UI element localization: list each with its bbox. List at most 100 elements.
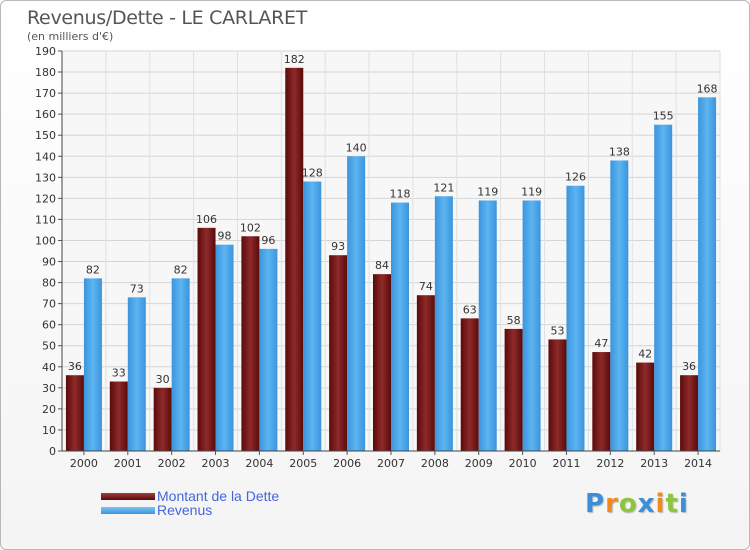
bar-dette-2005 xyxy=(285,67,304,451)
y-tick-label: 20 xyxy=(42,403,56,416)
bar-dette-2000 xyxy=(65,375,84,451)
data-label-dette-2013: 42 xyxy=(638,348,652,361)
x-tick-label: 2008 xyxy=(421,457,449,470)
bar-dette-2014 xyxy=(680,375,699,451)
y-tick-label: 180 xyxy=(35,66,56,79)
data-label-revenus-2001: 73 xyxy=(130,282,144,295)
bar-dette-2002 xyxy=(153,387,172,451)
bar-revenus-2004 xyxy=(259,248,278,451)
logo-letter: i xyxy=(655,489,666,519)
bar-dette-2007 xyxy=(373,274,391,451)
x-tick-label: 2006 xyxy=(333,457,361,470)
bar-revenus-2012 xyxy=(610,160,629,451)
x-tick-label: 2012 xyxy=(596,457,624,470)
y-tick-label: 130 xyxy=(35,171,56,184)
data-label-revenus-2005: 128 xyxy=(302,167,323,180)
data-label-dette-2006: 93 xyxy=(331,240,345,253)
logo-letter: x xyxy=(637,489,656,519)
data-label-dette-2001: 33 xyxy=(112,367,126,380)
data-label-dette-2009: 63 xyxy=(463,303,477,316)
data-label-dette-2008: 74 xyxy=(419,280,433,293)
bar-revenus-2009 xyxy=(478,200,497,451)
bar-dette-2001 xyxy=(109,381,128,451)
legend-item-dette: Montant de la Dette xyxy=(101,488,279,504)
data-label-dette-2012: 47 xyxy=(594,337,608,350)
y-tick-label: 60 xyxy=(42,319,56,332)
x-tick-label: 2013 xyxy=(640,457,668,470)
bar-revenus-2006 xyxy=(347,156,366,451)
bar-revenus-2011 xyxy=(566,185,585,451)
bar-revenus-2013 xyxy=(654,124,673,452)
bars-layer xyxy=(65,67,717,452)
y-tick-label: 40 xyxy=(42,361,56,374)
y-tick-label: 90 xyxy=(42,256,56,269)
data-label-revenus-2006: 140 xyxy=(346,141,367,154)
legend-swatch-revenus xyxy=(101,506,155,514)
y-tick-label: 120 xyxy=(35,192,56,205)
legend-swatch-dette xyxy=(101,492,155,500)
y-tick-label: 170 xyxy=(35,87,56,100)
data-label-dette-2000: 36 xyxy=(68,360,82,373)
y-tick-label: 190 xyxy=(35,45,56,58)
y-tick-label: 50 xyxy=(42,340,56,353)
y-tick-label: 30 xyxy=(42,382,56,395)
bar-revenus-2000 xyxy=(83,278,102,451)
bar-revenus-2008 xyxy=(434,196,453,451)
data-label-revenus-2011: 126 xyxy=(565,171,586,184)
y-tick-label: 80 xyxy=(42,277,56,290)
legend-item-revenus: Revenus xyxy=(101,502,212,518)
data-label-revenus-2014: 168 xyxy=(697,82,718,95)
y-tick-label: 10 xyxy=(42,424,56,437)
logo-letter: o xyxy=(618,489,638,519)
bar-revenus-2002 xyxy=(171,278,190,451)
data-label-revenus-2000: 82 xyxy=(86,263,100,276)
data-label-revenus-2003: 98 xyxy=(218,230,232,243)
data-label-dette-2014: 36 xyxy=(682,360,696,373)
bar-dette-2012 xyxy=(592,352,611,451)
x-tick-label: 2014 xyxy=(684,457,712,470)
bar-dette-2003 xyxy=(197,227,216,451)
x-tick-label: 2005 xyxy=(289,457,317,470)
bar-dette-2013 xyxy=(636,362,655,451)
bar-revenus-2014 xyxy=(698,97,717,451)
y-tick-label: 110 xyxy=(35,213,56,226)
data-label-revenus-2002: 82 xyxy=(174,263,188,276)
bar-dette-2004 xyxy=(241,236,260,451)
data-label-dette-2002: 30 xyxy=(156,373,170,386)
legend-label-revenus: Revenus xyxy=(157,502,213,518)
data-label-dette-2010: 58 xyxy=(507,314,521,327)
x-tick-label: 2003 xyxy=(202,457,230,470)
x-tick-label: 2000 xyxy=(70,457,98,470)
bar-dette-2009 xyxy=(460,318,479,451)
data-label-dette-2005: 182 xyxy=(284,53,305,66)
y-tick-label: 0 xyxy=(49,445,56,458)
data-label-revenus-2013: 155 xyxy=(653,110,674,123)
bar-revenus-2007 xyxy=(391,202,409,451)
x-tick-label: 2004 xyxy=(245,457,273,470)
y-tick-label: 160 xyxy=(35,108,56,121)
data-label-revenus-2008: 121 xyxy=(433,181,454,194)
x-tick-label: 2002 xyxy=(158,457,186,470)
axis-layer: 0 10 20 30 40 50 60 70 80 90 100 110 120 130 140 150 160… xyxy=(35,45,720,470)
proxiti-logo: Proxiti xyxy=(585,489,689,519)
data-label-dette-2003: 106 xyxy=(196,213,217,226)
data-label-revenus-2012: 138 xyxy=(609,145,630,158)
x-tick-label: 2010 xyxy=(509,457,537,470)
logo-letter: t xyxy=(665,489,679,519)
data-label-revenus-2004: 96 xyxy=(261,234,275,247)
chart-title: Revenus/Dette - LE CARLARET xyxy=(27,7,308,29)
y-tick-label: 150 xyxy=(35,129,56,142)
logo-letter: P xyxy=(585,489,606,519)
bar-revenus-2003 xyxy=(215,244,234,451)
x-tick-label: 2001 xyxy=(114,457,142,470)
data-label-revenus-2007: 118 xyxy=(390,188,411,201)
bar-revenus-2010 xyxy=(522,200,541,451)
legend-label-dette: Montant de la Dette xyxy=(157,488,280,504)
chart-subtitle: (en milliers d'€) xyxy=(27,30,114,43)
bar-dette-2011 xyxy=(548,339,567,451)
x-tick-label: 2011 xyxy=(552,457,580,470)
bar-revenus-2001 xyxy=(127,297,146,451)
